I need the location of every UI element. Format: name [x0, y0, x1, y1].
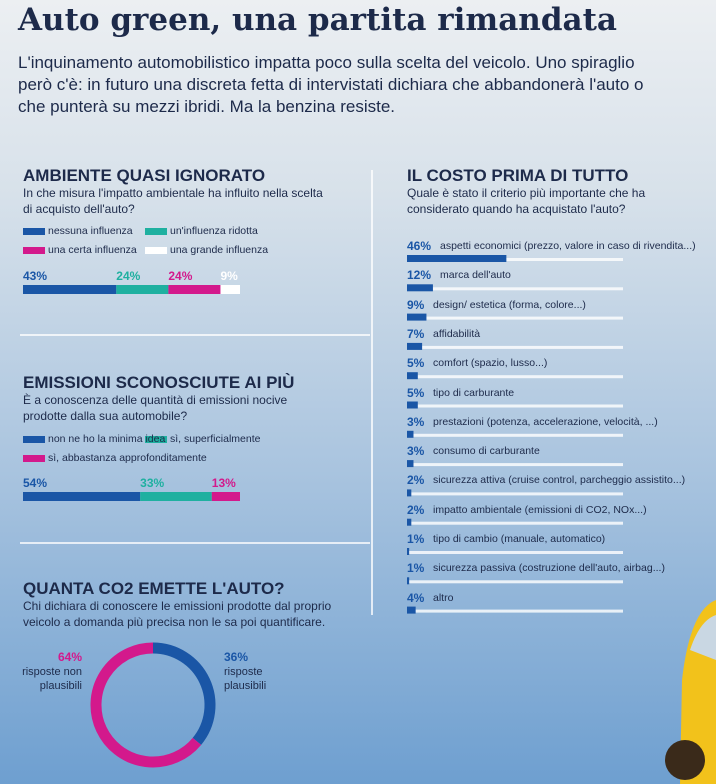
donut-segment	[90, 642, 202, 768]
bar	[407, 518, 412, 526]
value-label: 2%	[407, 473, 425, 488]
value-label: 1%	[407, 532, 425, 546]
value-label: 24%	[116, 269, 141, 283]
page-title: Auto green, una partita rimandata	[18, 2, 618, 38]
value-label: 64%	[57, 650, 82, 664]
legend-swatch	[145, 228, 167, 235]
category-label: design/ estetica (forma, colore...)	[433, 298, 586, 311]
value-label: 43%	[23, 269, 48, 283]
category-label: consumo di carburante	[433, 445, 540, 458]
bar-track	[407, 375, 623, 379]
legend-label: una certa influenza	[48, 244, 137, 256]
donut-segment	[152, 642, 216, 745]
legend-label: un'influenza ridotta	[170, 225, 258, 237]
bar-track	[407, 258, 623, 261]
bar	[407, 460, 414, 468]
bar	[407, 255, 507, 262]
value-label: 3%	[407, 444, 425, 459]
chart-subtitle: In che misura l'impatto ambientale ha in…	[23, 186, 323, 216]
bar-track	[407, 404, 623, 408]
bar-track	[407, 492, 623, 496]
category-label: tipo di cambio (manuale, automatico)	[433, 533, 606, 545]
value-label: 3%	[407, 414, 425, 429]
value-label: 9%	[220, 269, 238, 283]
bar-track	[407, 345, 623, 349]
bar-track	[407, 433, 623, 437]
value-label: 12%	[407, 268, 432, 283]
bar-track	[407, 551, 623, 554]
category-label: marca dell'auto	[440, 269, 511, 282]
value-label: 24%	[168, 269, 193, 283]
page-subtitle: L'inquinamento automobilistico impatta p…	[18, 53, 644, 116]
bar-segment	[168, 285, 221, 294]
bar-track	[407, 609, 623, 613]
chart-subtitle: Chi dichiara di conoscere le emissioni p…	[23, 599, 332, 629]
value-label: 13%	[211, 476, 236, 490]
bar	[407, 430, 414, 438]
value-label: 2%	[407, 502, 425, 517]
bar-segment	[116, 285, 169, 294]
value-label: 9%	[407, 297, 425, 312]
chart-subtitle: Quale è stato il criterio più importante…	[407, 186, 646, 216]
car-decoration	[665, 600, 716, 784]
category-label: sicurezza attiva (cruise control, parche…	[433, 474, 686, 487]
bar-track	[407, 316, 623, 320]
chart-title: IL COSTO PRIMA DI TUTTO	[407, 166, 629, 185]
value-label: 1%	[407, 561, 425, 576]
category-label: risposte plausibili	[224, 666, 267, 692]
bar	[407, 284, 433, 292]
bar-track	[407, 287, 623, 291]
value-label: 33%	[140, 476, 165, 490]
bar	[407, 372, 418, 380]
value-label: 36%	[224, 650, 249, 664]
bar	[407, 606, 416, 614]
category-label: prestazioni (potenza, accelerazione, vel…	[433, 415, 658, 428]
legend-swatch	[23, 228, 45, 235]
chart-subtitle: È a conoscenza delle quantità di emissio…	[23, 393, 288, 423]
legend-label: una grande influenza	[170, 244, 269, 256]
legend-swatch	[23, 455, 45, 462]
bar-segment	[220, 285, 240, 294]
category-label: comfort (spazio, lusso...)	[433, 357, 548, 370]
category-label: affidabilità	[433, 327, 481, 340]
bar-segment	[140, 492, 212, 501]
bar	[407, 548, 410, 555]
category-label: altro	[433, 591, 454, 604]
value-label: 4%	[407, 590, 425, 605]
category-label: sicurezza passiva (costruzione dell'auto…	[433, 562, 665, 575]
legend-swatch	[23, 436, 45, 443]
legend-swatch	[23, 247, 45, 254]
bar-segment	[23, 492, 141, 501]
bar	[407, 342, 423, 350]
value-label: 5%	[407, 356, 425, 371]
bar	[407, 401, 418, 409]
category-label: aspetti economici (prezzo, valore in cas…	[440, 240, 696, 252]
value-label: 46%	[407, 239, 432, 253]
bar-track	[407, 521, 623, 525]
bar-track	[407, 463, 623, 467]
value-label: 54%	[23, 476, 48, 490]
legend-label: sì, abbastanza approfonditamente	[48, 452, 207, 464]
legend-label: sì, superficialmente	[170, 433, 261, 445]
bar	[407, 313, 427, 321]
chart-title: AMBIENTE QUASI IGNORATO	[23, 166, 266, 185]
chart-title: QUANTA CO2 EMETTE L'AUTO?	[23, 579, 285, 598]
category-label: risposte non plausibili	[22, 666, 82, 692]
category-label: tipo di carburante	[433, 386, 515, 399]
bar-track	[407, 580, 623, 584]
legend-swatch	[145, 436, 167, 443]
category-label: impatto ambientale (emissioni di CO2, NO…	[433, 503, 647, 516]
chart-title: EMISSIONI SCONOSCIUTE AI PIÙ	[23, 373, 295, 392]
bar	[407, 577, 410, 585]
legend-swatch	[145, 247, 167, 254]
legend-label: nessuna influenza	[48, 225, 133, 237]
bar	[407, 489, 412, 497]
value-label: 5%	[407, 385, 425, 400]
bar-segment	[23, 285, 117, 294]
legend-label: non ne ho la minima idea	[48, 433, 166, 445]
value-label: 7%	[407, 326, 425, 341]
bar-segment	[211, 492, 240, 501]
